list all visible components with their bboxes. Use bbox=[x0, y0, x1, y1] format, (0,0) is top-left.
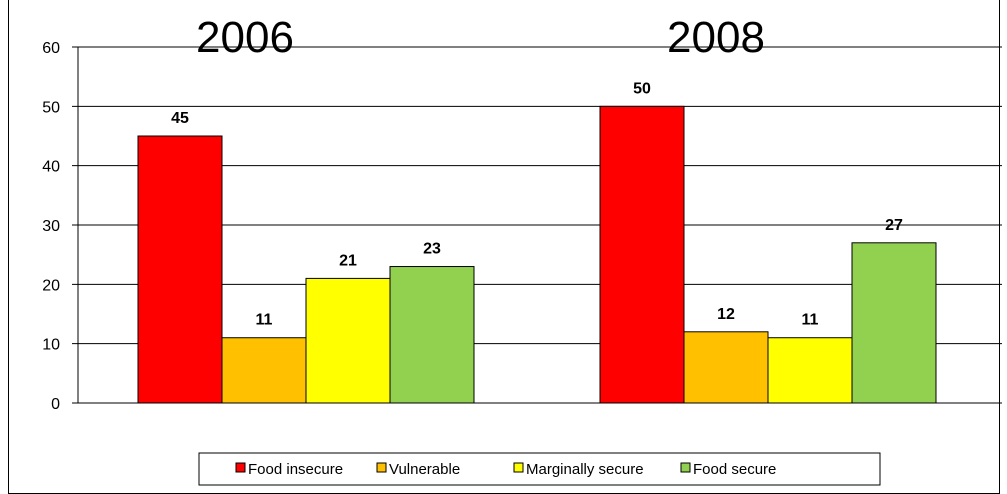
data-label: 11 bbox=[802, 312, 819, 329]
legend-swatch bbox=[680, 462, 691, 473]
bar bbox=[767, 337, 853, 404]
data-labels: 45 11 21 23 50 12 11 27 bbox=[171, 80, 903, 328]
group-titles: 2006 2008 bbox=[196, 13, 765, 62]
data-label: 27 bbox=[885, 217, 903, 234]
data-label: 12 bbox=[717, 306, 735, 323]
y-tick-label: 10 bbox=[42, 337, 60, 354]
category-label: 2008 bbox=[667, 13, 765, 62]
y-tick-label: 0 bbox=[51, 396, 60, 413]
data-label: 21 bbox=[339, 252, 357, 269]
data-label: 45 bbox=[171, 110, 189, 127]
y-tick-label: 40 bbox=[42, 159, 60, 176]
bar bbox=[137, 135, 223, 404]
y-tick-label: 30 bbox=[42, 218, 60, 235]
data-label: 23 bbox=[423, 241, 441, 258]
data-label: 50 bbox=[633, 80, 651, 97]
legend-swatch bbox=[376, 462, 387, 473]
bar bbox=[221, 337, 307, 404]
legend-label: Food insecure bbox=[248, 461, 343, 478]
legend-box bbox=[198, 452, 881, 486]
bar bbox=[599, 105, 685, 404]
bars bbox=[137, 105, 937, 404]
bar bbox=[683, 331, 769, 404]
y-tick-label: 20 bbox=[42, 277, 60, 294]
legend-label: Vulnerable bbox=[389, 461, 460, 478]
legend-swatch bbox=[513, 462, 524, 473]
y-tick-label: 60 bbox=[42, 40, 60, 57]
y-axis-ticks: 0 10 20 30 40 50 60 bbox=[42, 40, 60, 413]
bar bbox=[305, 277, 391, 404]
legend: Food insecure Vulnerable Marginally secure… bbox=[198, 452, 881, 486]
legend-label: Food secure bbox=[693, 461, 776, 478]
category-label: 2006 bbox=[196, 13, 294, 62]
data-label: 11 bbox=[256, 312, 273, 329]
legend-swatch bbox=[235, 462, 246, 473]
y-tick-label: 50 bbox=[42, 99, 60, 116]
bar bbox=[389, 266, 475, 404]
bar bbox=[851, 242, 937, 404]
legend-label: Marginally secure bbox=[526, 461, 644, 478]
